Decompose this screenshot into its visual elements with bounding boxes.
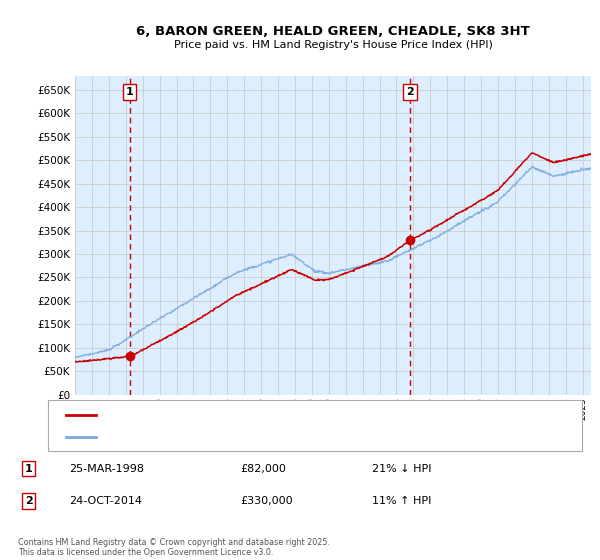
Text: 6, BARON GREEN, HEALD GREEN, CHEADLE, SK8 3HT (detached house): 6, BARON GREEN, HEALD GREEN, CHEADLE, SK… — [105, 409, 455, 419]
Text: 11% ↑ HPI: 11% ↑ HPI — [372, 496, 431, 506]
Text: 24-OCT-2014: 24-OCT-2014 — [69, 496, 142, 506]
Text: 25-MAR-1998: 25-MAR-1998 — [69, 464, 144, 474]
Text: 2: 2 — [25, 496, 32, 506]
Text: 21% ↓ HPI: 21% ↓ HPI — [372, 464, 431, 474]
Text: £330,000: £330,000 — [240, 496, 293, 506]
Text: 1: 1 — [25, 464, 32, 474]
Text: HPI: Average price, detached house, Stockport: HPI: Average price, detached house, Stoc… — [105, 432, 333, 442]
Text: 6, BARON GREEN, HEALD GREEN, CHEADLE, SK8 3HT: 6, BARON GREEN, HEALD GREEN, CHEADLE, SK… — [136, 25, 530, 38]
Text: 1: 1 — [126, 87, 134, 97]
Text: Price paid vs. HM Land Registry's House Price Index (HPI): Price paid vs. HM Land Registry's House … — [173, 40, 493, 50]
Text: 2: 2 — [406, 87, 414, 97]
Text: Contains HM Land Registry data © Crown copyright and database right 2025.
This d: Contains HM Land Registry data © Crown c… — [18, 538, 330, 557]
Text: £82,000: £82,000 — [240, 464, 286, 474]
